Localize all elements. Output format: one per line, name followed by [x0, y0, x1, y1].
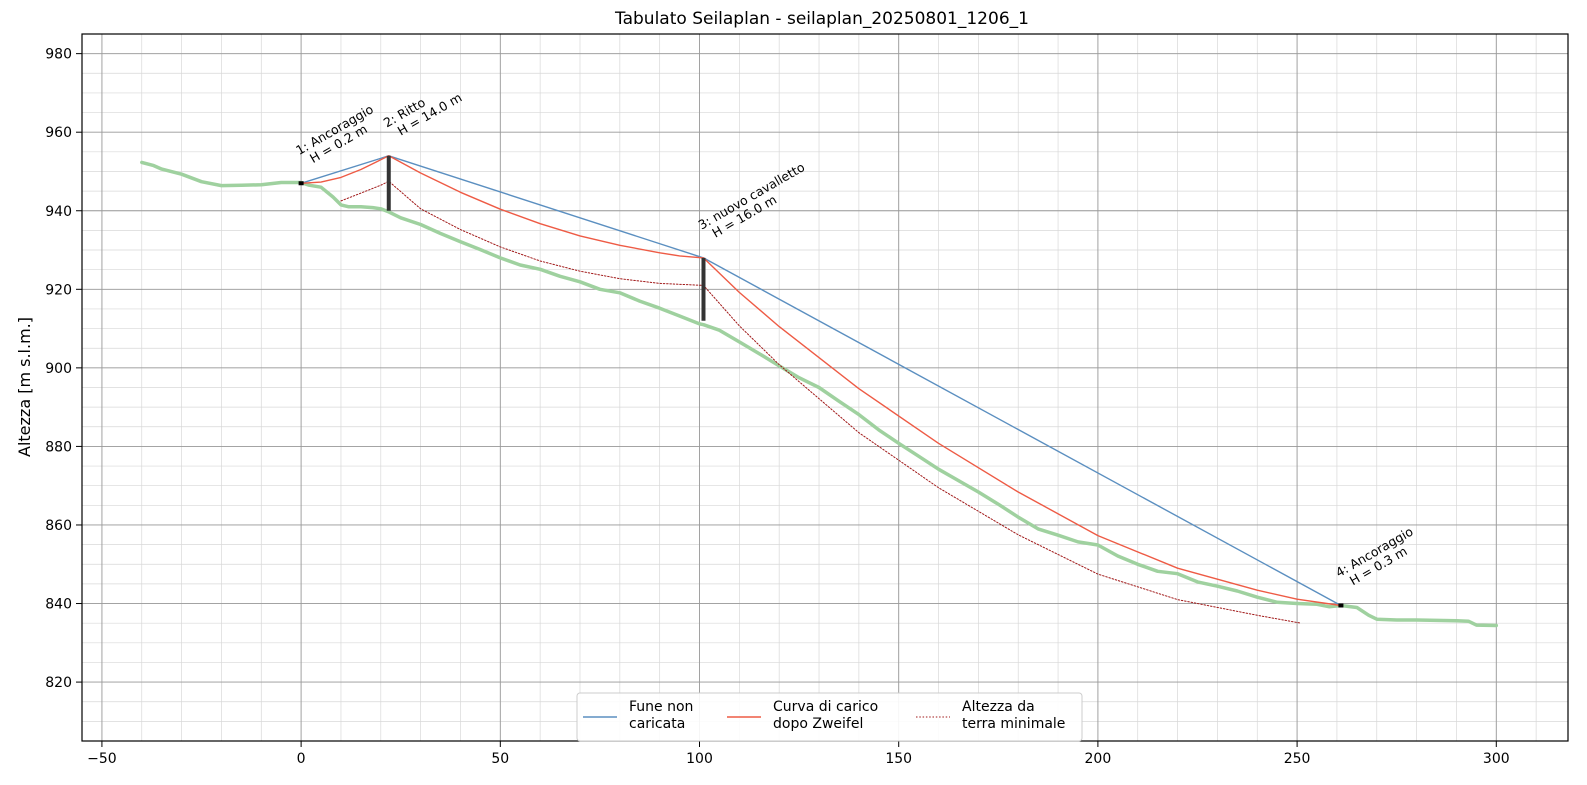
series-line-2	[340, 180, 1302, 624]
x-tick-label: 200	[1085, 751, 1112, 767]
supports-layer	[298, 155, 1344, 608]
y-tick-label: 920	[45, 282, 72, 298]
legend-label: dopo Zweifel	[773, 716, 863, 732]
anchor-marker	[298, 181, 304, 186]
x-tick-label: 50	[491, 751, 509, 767]
series-line-0	[300, 155, 1342, 607]
y-tick-label: 820	[45, 675, 72, 691]
x-tick-label: 150	[885, 751, 912, 767]
y-axis-label: Altezza [m s.l.m.]	[15, 317, 34, 457]
legend-label: terra minimale	[962, 716, 1065, 732]
legend-label: Altezza da	[962, 699, 1035, 715]
x-tick-label: 0	[297, 751, 306, 767]
series-line-1	[300, 155, 1342, 607]
legend-label: Curva di carico	[773, 699, 878, 715]
x-tick-label: −50	[87, 751, 117, 767]
y-tick-label: 900	[45, 361, 72, 377]
y-tick-label: 960	[45, 125, 72, 141]
x-tick-label: 300	[1483, 751, 1510, 767]
x-tick-label: 100	[686, 751, 713, 767]
y-tick-label: 880	[45, 439, 72, 455]
y-tick-label: 940	[45, 204, 72, 220]
ticks-layer: −50 0 50 100 150 200 250 300 820 840 860 880 900 920 9…	[45, 47, 1509, 767]
series-line-3	[140, 160, 1499, 628]
legend-label: caricata	[629, 716, 685, 732]
legend-box	[576, 692, 1083, 742]
chart-title: Tabulato Seilaplan - seilaplan_20250801_…	[614, 9, 1029, 29]
x-tick-label: 250	[1284, 751, 1311, 767]
y-tick-label: 980	[45, 47, 72, 63]
series-layer	[140, 155, 1499, 628]
y-tick-label: 860	[45, 518, 72, 534]
y-tick-label: 840	[45, 597, 72, 613]
anchor-marker	[1338, 603, 1344, 608]
legend-label: Fune non	[629, 699, 693, 715]
